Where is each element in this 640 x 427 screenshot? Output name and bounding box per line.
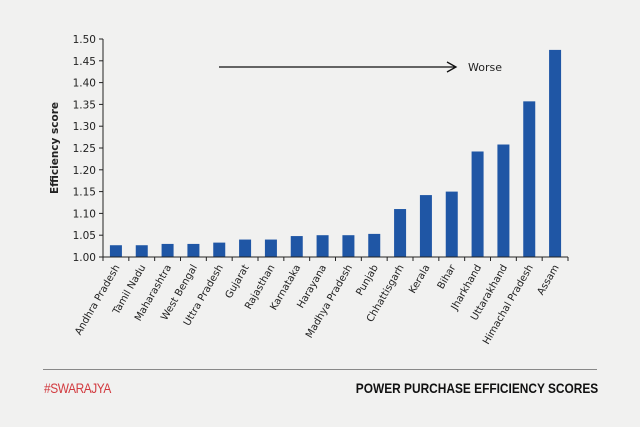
y-tick-label: 1.10 xyxy=(73,208,96,220)
bar-tamil-nadu xyxy=(135,245,148,257)
bar-andhra-pradesh xyxy=(109,245,122,257)
y-tick-label: 1.35 xyxy=(73,99,96,111)
chart-title: POWER PURCHASE EFFICIENCY SCORES xyxy=(355,380,598,396)
bar-punjab xyxy=(368,233,381,257)
bar-jharkhand xyxy=(471,151,484,257)
x-tick-label: Punjab xyxy=(354,263,380,298)
y-tick-label: 1.05 xyxy=(73,230,96,242)
bar-uttra-pradesh xyxy=(213,242,226,257)
bar-madhya-pradesh xyxy=(342,235,355,257)
footer-divider xyxy=(43,369,597,370)
y-tick-label: 1.45 xyxy=(73,56,96,68)
bar-chhattisgarh xyxy=(394,209,407,257)
y-tick-label: 1.30 xyxy=(73,121,96,133)
y-tick-label: 1.25 xyxy=(73,143,96,155)
bar-harayana xyxy=(316,235,329,257)
bar-gujarat xyxy=(239,239,252,257)
y-tick-label: 1.20 xyxy=(73,165,96,177)
bar-assam xyxy=(549,49,562,258)
bar-bihar xyxy=(445,191,458,257)
bar-kerala xyxy=(419,195,432,257)
bar-himachal-pradesh xyxy=(523,101,536,258)
worse-arrow-head xyxy=(446,61,458,73)
y-tick-label: 1.15 xyxy=(73,187,96,199)
bar-karnataka xyxy=(290,236,303,257)
bar-west-bengal xyxy=(187,243,200,257)
y-tick-label: 1.50 xyxy=(73,34,96,46)
y-tick-label: 1.00 xyxy=(73,252,96,264)
y-axis-label: Efficiency score xyxy=(49,102,61,194)
brand-logo: #SWARAJYA xyxy=(44,380,111,396)
x-tick-label: Bihar xyxy=(436,262,459,291)
x-tick-label: Gujarat xyxy=(224,263,252,301)
bar-maharashtra xyxy=(161,243,174,257)
x-tick-label: Kerala xyxy=(407,263,432,296)
y-tick-label: 1.40 xyxy=(73,78,96,90)
worse-annotation: Worse xyxy=(468,61,502,74)
x-tick-label: Himachal Pradesh xyxy=(481,263,536,347)
x-tick-label: Madhya Pradesh xyxy=(304,263,355,340)
bar-uttarakhand xyxy=(497,144,510,257)
bar-rajasthan xyxy=(264,239,277,257)
x-tick-label: Andhra Pradesh xyxy=(73,263,122,337)
x-tick-label: Assam xyxy=(536,263,562,297)
